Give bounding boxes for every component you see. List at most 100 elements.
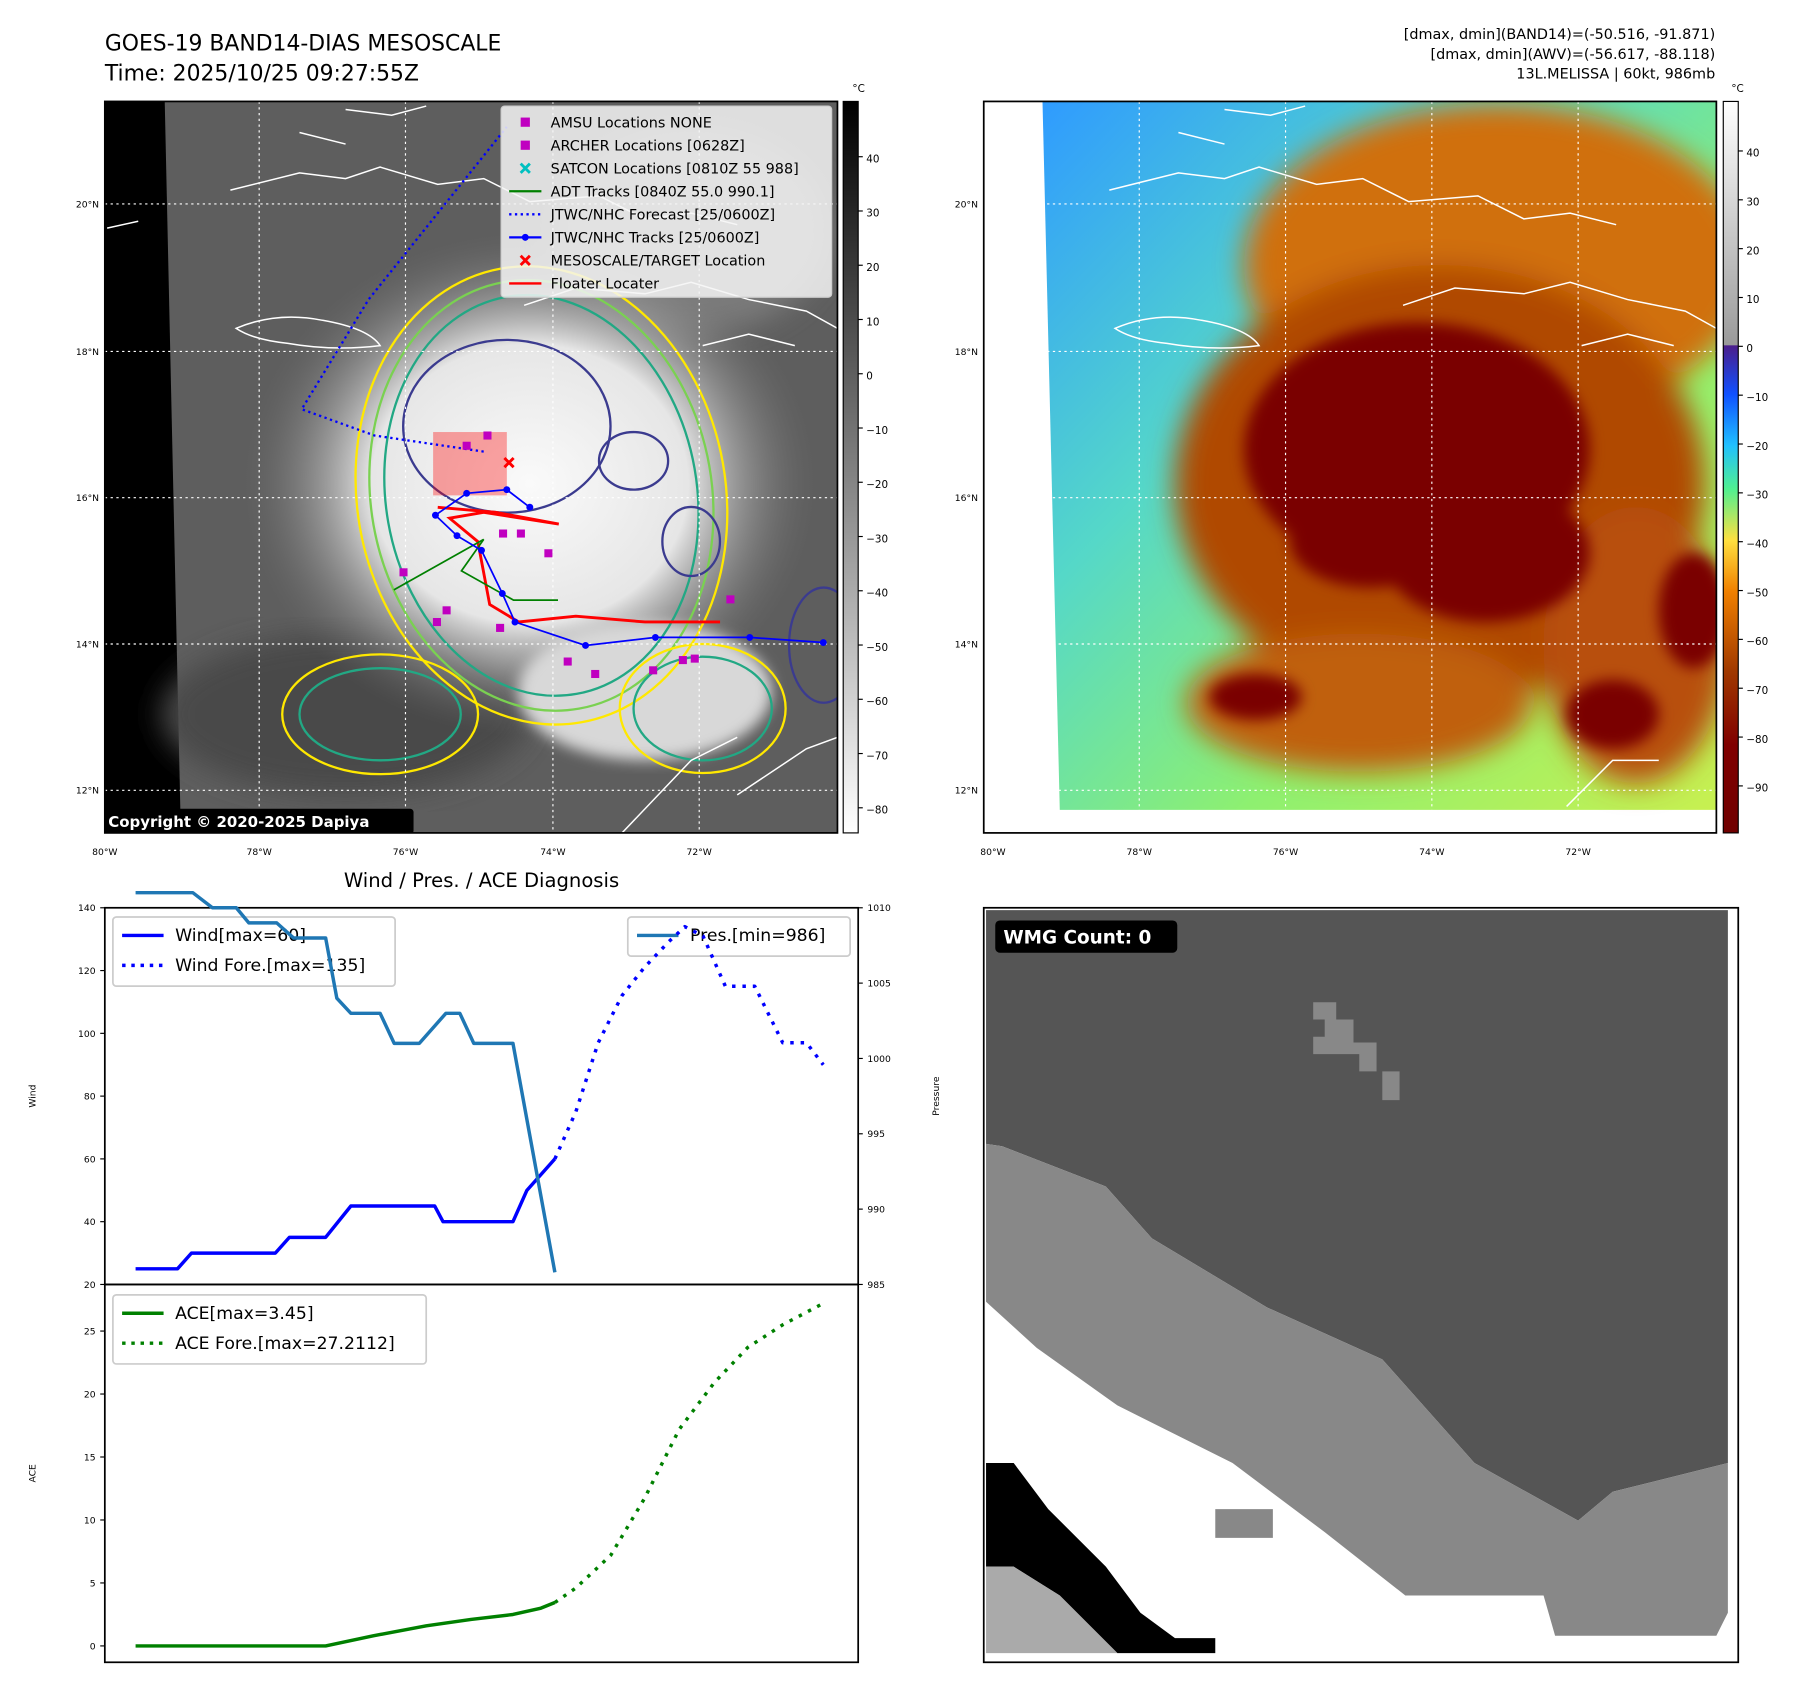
left-colorbar-tick: −30: [866, 533, 888, 545]
wmg-region-dark: [986, 910, 1728, 1521]
y-tick-label: 60: [84, 1154, 96, 1165]
y-tick-label: 100: [78, 1029, 96, 1040]
left-colorbar-tick: 10: [866, 316, 879, 328]
y-tick-label: 25: [84, 1327, 96, 1338]
wmg-region-light: [986, 1566, 1118, 1654]
jtwc-track-point: [511, 618, 519, 626]
lat-tick-left: 12°N: [76, 786, 99, 797]
lon-tick-right: 78°W: [1127, 847, 1152, 858]
jtwc-track-point: [431, 511, 439, 519]
chart-frame: [103, 1283, 860, 1664]
copyright-text: Copyright © 2020-2025 Dapiya: [108, 813, 369, 831]
stats-band14: [dmax, dmin](BAND14)=(-50.516, -91.871): [1404, 27, 1715, 43]
y2-tick-label: 995: [867, 1129, 885, 1140]
legend-x-icon: [519, 162, 531, 174]
right-colorbar-tick: −90: [1746, 783, 1768, 795]
left-colorbar-tick: −60: [866, 696, 888, 708]
archer-location-marker: [726, 595, 735, 604]
jtwc-track-point: [453, 532, 461, 540]
archer-location-marker: [499, 529, 508, 538]
legend-x-icon: [519, 254, 531, 267]
right-colorbar-tick: −50: [1746, 587, 1768, 599]
y2-tick-label: 1010: [867, 903, 891, 914]
legend-label: MESOSCALE/TARGET Location: [551, 254, 766, 270]
lat-tick-left: 18°N: [76, 347, 99, 358]
stats-awv: [dmax, dmin](AWV)=(-56.617, -88.118): [1430, 47, 1715, 63]
archer-location-marker: [591, 669, 600, 679]
legend-square-icon: [520, 140, 530, 150]
archer-location-marker: [442, 606, 451, 615]
lon-tick-left: 72°W: [687, 847, 712, 858]
ace-chart: 0 5 10 15 20 25 ACE ACE[max=3.45] ACE Fore.[max=…: [28, 1283, 860, 1664]
chart-title: Wind / Pres. / ACE Diagnosis: [344, 869, 619, 892]
chart-legend-label: ACE Fore.[max=27.2112]: [175, 1334, 395, 1354]
archer-location-marker: [483, 431, 492, 440]
copyright-box: [104, 808, 414, 833]
floater-locator-box: [433, 432, 507, 496]
right-colorbar-tick: −80: [1746, 734, 1768, 746]
legend-label: JTWC/NHC Tracks [25/0600Z]: [550, 231, 760, 247]
adt-track-line: [393, 538, 558, 601]
jtwc-track-point: [651, 633, 659, 641]
y-tick-label: 0: [90, 1641, 96, 1652]
chart-legend-label: Wind Fore.[max=135]: [175, 956, 365, 976]
archer-location-marker: [462, 441, 471, 450]
jtwc-forecast-line: [299, 126, 508, 453]
right-colorbar-tick: −40: [1746, 538, 1768, 550]
right-colorbar-tick: −20: [1746, 441, 1768, 453]
figure-title: GOES-19 BAND14-DIAS MESOSCALE: [105, 32, 502, 57]
lon-tick-right: 74°W: [1419, 847, 1444, 858]
archer-location-marker: [432, 618, 441, 627]
left-colorbar-tick: −20: [866, 479, 888, 491]
left-colorbar: [842, 100, 859, 834]
legend-label: SATCON Locations [0810Z 55 988]: [551, 161, 799, 177]
legend-label: AMSU Locations NONE: [551, 115, 712, 131]
series-line-pres-: [135, 890, 557, 1273]
left-colorbar-tick: 20: [866, 262, 879, 274]
left-colorbar-tick: −50: [866, 642, 888, 654]
y-tick-label: 20: [84, 1280, 96, 1291]
right-colorbar-tick: 10: [1746, 294, 1759, 306]
lat-tick-right: 20°N: [955, 199, 978, 210]
lat-tick-right: 14°N: [955, 639, 978, 650]
y-tick-label: 10: [84, 1515, 96, 1526]
right-map: [983, 101, 1717, 833]
right-colorbar-tick: −10: [1746, 392, 1768, 404]
jtwc-track-point: [478, 546, 485, 554]
wmg-region-black: [986, 1463, 1216, 1654]
right-colorbar-tick: −30: [1746, 490, 1768, 502]
archer-location-marker: [516, 529, 525, 538]
jtwc-track-point: [819, 639, 827, 646]
left-colorbar-tick: −70: [866, 750, 888, 762]
lon-tick-right: 76°W: [1273, 847, 1298, 858]
series-line-wind-fore-: [553, 924, 825, 1160]
y-tick-label: 20: [84, 1389, 96, 1400]
jtwc-track-point: [746, 633, 754, 641]
series-line-ace: [135, 1600, 556, 1648]
y-tick-label: 5: [90, 1578, 96, 1589]
lat-tick-right: 12°N: [955, 786, 978, 797]
right-colorbar-tick: 0: [1746, 343, 1753, 355]
y-tick-label: 80: [84, 1092, 96, 1103]
legend-label: ARCHER Locations [0628Z]: [551, 138, 745, 154]
archer-location-marker: [399, 568, 408, 577]
archer-location-marker: [649, 666, 658, 675]
left-colorbar-tick: 30: [866, 208, 879, 220]
wmg-region-mid: [986, 1143, 1728, 1636]
chart-legend-box: [112, 916, 396, 987]
lat-tick-right: 18°N: [955, 347, 978, 358]
y2-tick-label: 1000: [867, 1054, 891, 1065]
legend-dot-icon: [521, 233, 529, 241]
figure-time: Time: 2025/10/25 09:27:55Z: [104, 62, 419, 87]
y-tick-label: 40: [84, 1217, 96, 1228]
right-colorbar-tick: 30: [1746, 197, 1759, 209]
jtwc-track-line: [434, 488, 824, 647]
left-colorbar-unit: °C: [852, 83, 864, 95]
wmg-count-label: WMG Count: 0: [1003, 927, 1151, 948]
legend-label: Floater Locater: [551, 277, 660, 293]
archer-location-marker: [496, 623, 505, 632]
wmg-panel: WMG Count: 0: [982, 906, 1740, 1664]
legend-square-icon: [520, 117, 530, 127]
archer-location-marker: [678, 656, 687, 665]
right-colorbar-tick: −60: [1746, 636, 1768, 648]
